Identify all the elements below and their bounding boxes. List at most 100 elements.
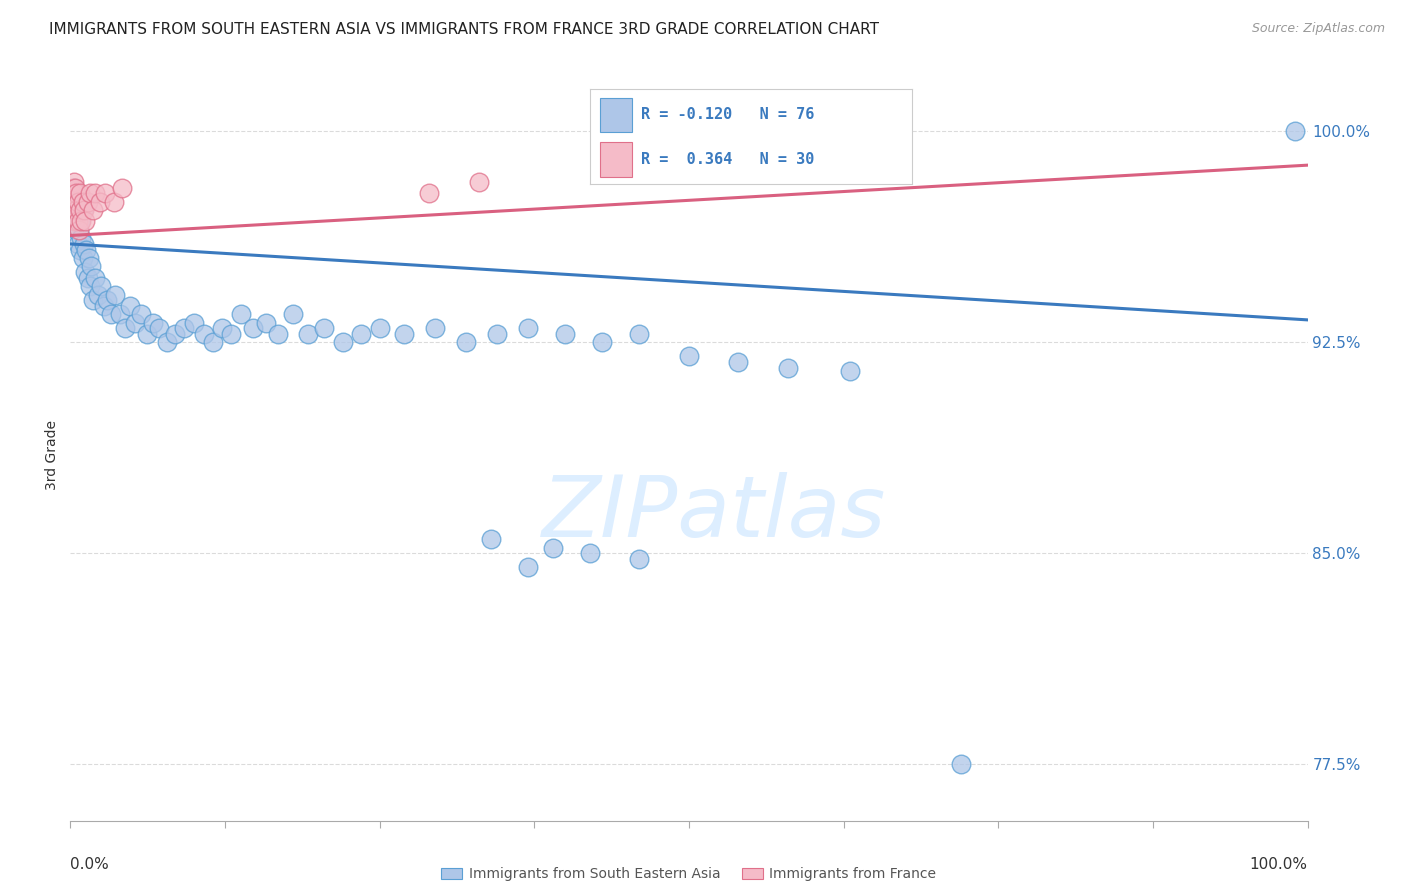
Text: 100.0%: 100.0% bbox=[1250, 857, 1308, 872]
Point bbox=[193, 326, 215, 341]
Point bbox=[73, 236, 96, 251]
Point bbox=[350, 326, 373, 341]
Point bbox=[129, 307, 152, 321]
Point bbox=[148, 321, 170, 335]
Point bbox=[69, 214, 91, 228]
Point bbox=[425, 321, 447, 335]
Point bbox=[242, 321, 264, 335]
Point bbox=[66, 194, 89, 209]
Point bbox=[63, 175, 86, 189]
Point bbox=[75, 265, 97, 279]
Point bbox=[93, 299, 115, 313]
Point bbox=[69, 203, 91, 218]
Point bbox=[554, 326, 576, 341]
Point bbox=[70, 231, 93, 245]
Point bbox=[72, 203, 94, 218]
Point bbox=[65, 214, 87, 228]
Point bbox=[65, 180, 87, 194]
Point bbox=[229, 307, 252, 321]
Point bbox=[1284, 124, 1306, 138]
Point bbox=[579, 546, 602, 560]
Point bbox=[418, 186, 440, 201]
Point bbox=[60, 186, 83, 201]
Point bbox=[678, 350, 700, 364]
Point bbox=[84, 186, 107, 201]
Point bbox=[950, 757, 973, 772]
Point bbox=[66, 236, 89, 251]
Point bbox=[65, 186, 87, 201]
Point bbox=[211, 321, 233, 335]
Point bbox=[73, 203, 96, 218]
Point bbox=[111, 180, 134, 194]
Point bbox=[124, 316, 146, 330]
Point bbox=[136, 326, 159, 341]
Point bbox=[201, 335, 224, 350]
Point bbox=[75, 214, 97, 228]
Point bbox=[394, 326, 416, 341]
Point bbox=[62, 194, 84, 209]
Y-axis label: 3rd Grade: 3rd Grade bbox=[45, 420, 59, 490]
Point bbox=[332, 335, 354, 350]
Point bbox=[838, 363, 860, 377]
Point bbox=[281, 307, 304, 321]
Point bbox=[66, 209, 89, 223]
Point bbox=[65, 223, 87, 237]
Point bbox=[94, 186, 117, 201]
Point bbox=[67, 203, 90, 218]
Point bbox=[65, 186, 87, 201]
Point bbox=[89, 194, 111, 209]
Point bbox=[65, 203, 87, 218]
Point bbox=[776, 360, 799, 375]
Point bbox=[486, 326, 509, 341]
Point bbox=[66, 214, 89, 228]
Point bbox=[219, 326, 242, 341]
Point bbox=[142, 316, 165, 330]
Point bbox=[76, 194, 98, 209]
Point bbox=[75, 243, 97, 257]
Point bbox=[72, 194, 94, 209]
Point bbox=[80, 260, 103, 274]
Point bbox=[254, 316, 277, 330]
Point bbox=[65, 194, 87, 209]
Text: IMMIGRANTS FROM SOUTH EASTERN ASIA VS IMMIGRANTS FROM FRANCE 3RD GRADE CORRELATI: IMMIGRANTS FROM SOUTH EASTERN ASIA VS IM… bbox=[49, 22, 879, 37]
Point bbox=[62, 180, 84, 194]
Point bbox=[63, 194, 86, 209]
Point bbox=[67, 223, 90, 237]
Point bbox=[67, 223, 90, 237]
Point bbox=[77, 251, 100, 265]
Point bbox=[456, 335, 478, 350]
Point bbox=[118, 299, 141, 313]
Point bbox=[90, 279, 112, 293]
Text: Source: ZipAtlas.com: Source: ZipAtlas.com bbox=[1251, 22, 1385, 36]
Point bbox=[79, 279, 101, 293]
Point bbox=[479, 533, 502, 547]
Point bbox=[267, 326, 290, 341]
Point bbox=[312, 321, 335, 335]
Point bbox=[62, 194, 84, 209]
Point bbox=[65, 203, 87, 218]
Point bbox=[69, 243, 91, 257]
Text: 0.0%: 0.0% bbox=[70, 857, 110, 872]
Text: ZIPatlas: ZIPatlas bbox=[541, 472, 886, 555]
Point bbox=[79, 186, 101, 201]
Point bbox=[591, 335, 613, 350]
Point bbox=[467, 175, 489, 189]
Point bbox=[108, 307, 131, 321]
Point bbox=[86, 287, 108, 301]
Point bbox=[96, 293, 118, 308]
Legend: Immigrants from South Eastern Asia, Immigrants from France: Immigrants from South Eastern Asia, Immi… bbox=[436, 862, 942, 887]
Point bbox=[84, 270, 107, 285]
Point bbox=[69, 186, 91, 201]
Point bbox=[63, 180, 86, 194]
Point bbox=[104, 287, 127, 301]
Point bbox=[82, 203, 104, 218]
Point bbox=[368, 321, 391, 335]
Point bbox=[76, 270, 98, 285]
Point bbox=[63, 209, 86, 223]
Point bbox=[628, 552, 651, 566]
Point bbox=[63, 209, 86, 223]
Point bbox=[65, 214, 87, 228]
Point bbox=[628, 326, 651, 341]
Point bbox=[297, 326, 319, 341]
Point bbox=[156, 335, 179, 350]
